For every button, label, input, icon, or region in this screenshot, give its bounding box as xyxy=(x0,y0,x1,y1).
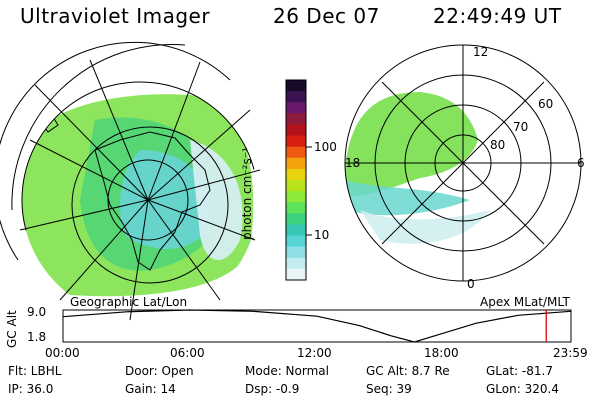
colorbar-band xyxy=(286,235,306,248)
colorbar-band xyxy=(286,246,306,259)
altitude-tick-max: 9.0 xyxy=(27,305,47,319)
mlat-70-label: 70 xyxy=(513,120,529,134)
colorbar-band xyxy=(286,180,306,192)
colorbar-band xyxy=(286,157,306,170)
mlat-80-label: 80 xyxy=(490,138,506,152)
colorbar-band xyxy=(286,124,306,137)
filter-value: Flt: LBHL xyxy=(8,364,62,378)
mlt-6-label: 6 xyxy=(577,156,585,170)
mlt-18-label: 18 xyxy=(345,156,361,170)
colorbar-band xyxy=(286,91,306,103)
continent-outline xyxy=(94,131,211,271)
glat-value: GLat: -81.7 xyxy=(486,364,553,378)
dsp-value: Dsp: -0.9 xyxy=(245,382,300,396)
aurora-emission-right xyxy=(345,92,478,197)
orbit-altitude-plot xyxy=(62,309,572,343)
gc-altitude-value: GC Alt: 8.7 Re xyxy=(366,364,450,378)
mlt-0-label: 0 xyxy=(467,277,475,291)
colorbar-unit-label: photon cm⁻²s⁻¹ xyxy=(240,147,254,240)
colorbar-band xyxy=(286,80,306,92)
colorbar-band xyxy=(286,191,306,203)
altitude-axis-label: GC Alt xyxy=(5,310,19,348)
colorbar-band xyxy=(286,224,306,237)
time-tick-1200: 12:00 xyxy=(297,346,332,360)
ip-value: IP: 36.0 xyxy=(8,382,54,396)
colorbar-band xyxy=(286,268,306,281)
mlt-12-label: 12 xyxy=(473,45,489,59)
gain-value: Gain: 14 xyxy=(125,382,176,396)
time-tick-2359: 23:59 xyxy=(553,346,588,360)
geographic-map xyxy=(0,41,261,321)
mlat-60-label: 60 xyxy=(538,97,554,111)
geographic-caption: Geographic Lat/Lon xyxy=(70,295,188,309)
observation-date: 26 Dec 07 xyxy=(273,4,380,28)
glon-value: GLon: 320.4 xyxy=(486,382,559,396)
colorbar-tick-10: 10 xyxy=(314,228,330,242)
colorbar-band xyxy=(286,102,306,114)
magnetic-map xyxy=(344,44,582,282)
door-value: Door: Open xyxy=(125,364,194,378)
colorbar-band xyxy=(286,213,306,225)
colorbar-tick-100: 100 xyxy=(314,140,337,154)
colorbar-band xyxy=(286,146,306,159)
observation-time: 22:49:49 UT xyxy=(433,4,562,28)
magnetic-caption: Apex MLat/MLT xyxy=(480,295,570,309)
colorbar-band xyxy=(286,257,306,270)
colorbar-band xyxy=(286,135,306,148)
mode-value: Mode: Normal xyxy=(245,364,329,378)
time-tick-0600: 06:00 xyxy=(170,346,205,360)
colorbar-band xyxy=(286,113,306,125)
colorbar-band xyxy=(286,168,306,181)
colorbar-band xyxy=(286,202,306,214)
time-tick-1800: 18:00 xyxy=(424,346,459,360)
altitude-tick-min: 1.8 xyxy=(27,330,47,344)
intensity-colorbar xyxy=(285,79,312,281)
altitude-curve xyxy=(62,309,571,343)
instrument-title: Ultraviolet Imager xyxy=(20,4,211,28)
time-tick-0000: 00:00 xyxy=(45,346,80,360)
sequence-value: Seq: 39 xyxy=(366,382,412,396)
